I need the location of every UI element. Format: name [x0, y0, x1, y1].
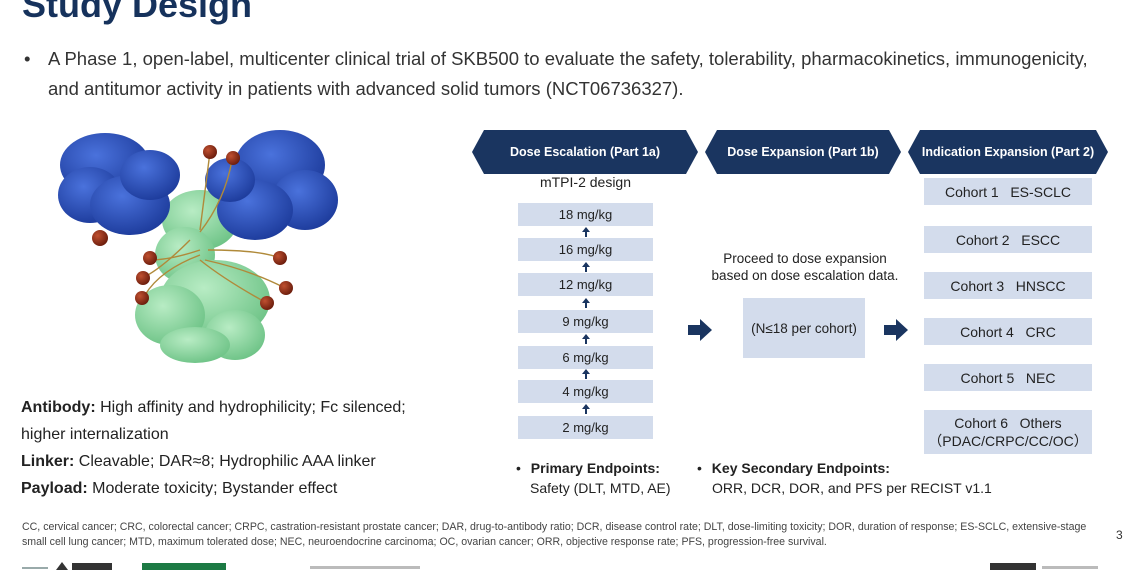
cohort-3: Cohort 3 HNSCC	[924, 272, 1092, 299]
linker-description: Linker: Cleavable; DAR≈8; Hydrophilic AA…	[21, 453, 376, 471]
study-description-text: A Phase 1, open-label, multicenter clini…	[48, 48, 1088, 99]
presenter-credit	[310, 566, 420, 569]
up-arrow-icon	[582, 334, 590, 344]
cohort-5: Cohort 5 NEC	[924, 364, 1092, 391]
bullet-marker: •	[516, 460, 521, 476]
page-number: 3	[1116, 528, 1123, 542]
secondary-endpoints-text: ORR, DCR, DOR, and PFS per RECIST v1.1	[712, 480, 992, 496]
conference-logo-left	[22, 562, 112, 570]
expansion-note-line2: based on dose escalation data.	[711, 268, 899, 283]
expansion-cohort-size: (N≤18 per cohort)	[743, 298, 865, 358]
primary-endpoints-label: Primary Endpoints:	[530, 460, 660, 476]
expansion-note: Proceed to dose expansion based on dose …	[700, 250, 910, 284]
cohort-1: Cohort 1 ES-SCLC	[924, 178, 1092, 205]
abbreviations-footnote: CC, cervical cancer; CRC, colorectal can…	[22, 521, 1087, 548]
cohort-2: Cohort 2 ESCC	[924, 226, 1092, 253]
linker-text: Cleavable; DAR≈8; Hydrophilic AAA linker	[78, 453, 376, 470]
antibody-label: Antibody:	[21, 399, 96, 416]
dose-level-9: 9 mg/kg	[518, 310, 653, 333]
linker-label: Linker:	[21, 453, 75, 470]
up-arrow-icon	[582, 298, 590, 308]
phase-indication-expansion: Indication Expansion (Part 2)	[908, 130, 1108, 174]
phase-dose-escalation: Dose Escalation (Part 1a)	[472, 130, 698, 174]
dose-level-12: 12 mg/kg	[518, 273, 653, 296]
cohort-6-line2: （PDAC/CRPC/CC/OC）	[928, 433, 1088, 449]
conference-banner	[142, 563, 226, 570]
payload-label: Payload:	[21, 480, 88, 497]
cohort-6: Cohort 6 Others （PDAC/CRPC/CC/OC）	[924, 410, 1092, 454]
design-label: mTPI-2 design	[539, 174, 632, 190]
bullet-marker: •	[697, 460, 702, 476]
antibody-text: High affinity and hydrophilicity; Fc sil…	[100, 399, 406, 416]
primary-endpoints-text: Safety (DLT, MTD, AE)	[530, 480, 671, 496]
right-arrow-icon	[688, 319, 712, 341]
bullet-marker: •	[24, 48, 31, 69]
up-arrow-icon	[582, 227, 590, 237]
up-arrow-icon	[582, 404, 590, 414]
up-arrow-icon	[582, 262, 590, 272]
cohort-4: Cohort 4 CRC	[924, 318, 1092, 345]
secondary-endpoints-label: Key Secondary Endpoints:	[711, 460, 890, 476]
dose-level-18: 18 mg/kg	[518, 203, 653, 226]
up-arrow-icon	[582, 369, 590, 379]
dose-level-16: 16 mg/kg	[518, 238, 653, 261]
phase-dose-expansion: Dose Expansion (Part 1b)	[705, 130, 901, 174]
fab-domain-right	[205, 130, 338, 240]
payload-spheres	[92, 145, 293, 310]
primary-endpoints: • Primary Endpoints:	[516, 460, 660, 476]
expansion-note-line1: Proceed to dose expansion	[723, 251, 887, 266]
antibody-description: Antibody: High affinity and hydrophilici…	[21, 399, 406, 417]
page-title: Study Design	[22, 0, 253, 25]
dose-level-6: 6 mg/kg	[518, 346, 653, 369]
antibody-description-cont: higher internalization	[21, 426, 169, 443]
secondary-endpoints: • Key Secondary Endpoints:	[697, 460, 890, 476]
conference-logo-right	[990, 563, 1098, 570]
payload-text: Moderate toxicity; Bystander effect	[92, 480, 338, 497]
dose-level-4: 4 mg/kg	[518, 380, 653, 403]
fab-domain-left	[58, 133, 180, 235]
payload-description: Payload: Moderate toxicity; Bystander ef…	[21, 480, 337, 498]
right-arrow-icon	[884, 319, 908, 341]
cohort-6-line1: Cohort 6 Others	[954, 415, 1062, 431]
adc-molecule-illustration	[58, 130, 338, 363]
dose-level-2: 2 mg/kg	[518, 416, 653, 439]
